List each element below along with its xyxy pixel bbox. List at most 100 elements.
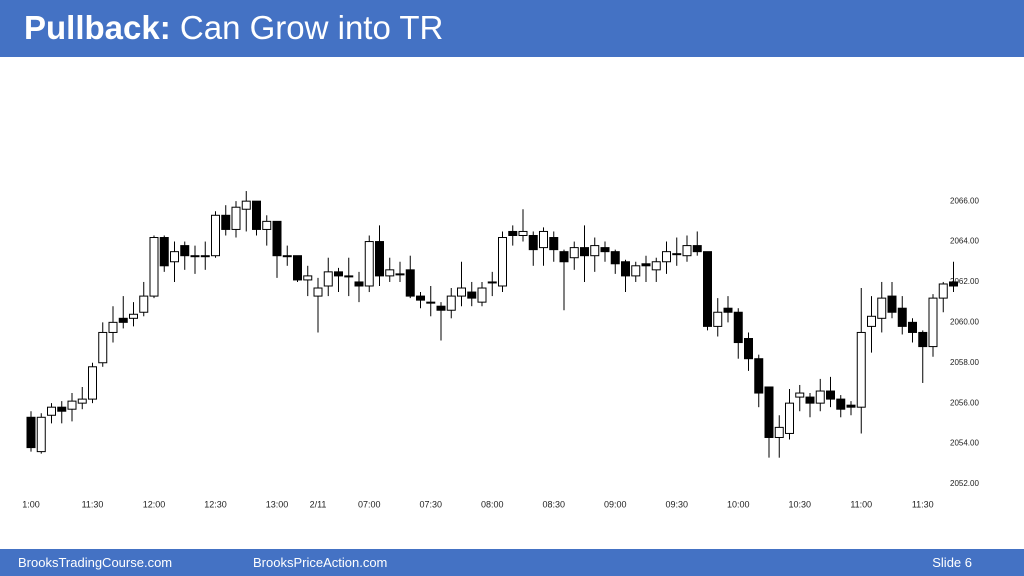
- candle-body: [795, 392, 805, 398]
- candle-body: [57, 406, 67, 412]
- candle-body: [836, 398, 846, 410]
- candle-body: [395, 273, 405, 276]
- y-tick-label: 2058.00: [950, 358, 979, 367]
- title: Pullback: Can Grow into TR: [24, 9, 443, 47]
- footer-middle: BrooksPriceAction.com: [253, 555, 388, 570]
- x-tick-label: 2/11: [310, 499, 327, 509]
- candle-body: [77, 398, 87, 404]
- y-tick-label: 2060.00: [950, 317, 979, 326]
- candle-body: [764, 386, 774, 438]
- candle-body: [621, 261, 630, 277]
- candle-body: [344, 275, 354, 278]
- candle-body: [703, 251, 712, 327]
- y-tick-label: 2066.00: [950, 196, 979, 205]
- x-tick-label: 12:00: [143, 499, 166, 509]
- x-tick-label: 10:30: [788, 499, 811, 509]
- candle-body: [877, 297, 887, 319]
- x-tick-label: 13:00: [266, 499, 289, 509]
- candle-body: [569, 247, 579, 259]
- candle-body: [129, 313, 138, 319]
- candle-body: [231, 206, 241, 230]
- x-tick-label: 1:00: [22, 499, 40, 509]
- candle-body: [651, 261, 661, 271]
- candle-body: [662, 251, 671, 263]
- candle-body: [170, 251, 179, 263]
- candle-body: [949, 281, 958, 287]
- candle-body: [815, 390, 825, 404]
- candle-body: [641, 263, 651, 267]
- x-tick-label: 10:00: [727, 499, 750, 509]
- header: Pullback: Can Grow into TR: [0, 0, 1024, 57]
- candle-body: [293, 255, 302, 281]
- candle-body: [774, 426, 784, 438]
- candle-body: [426, 301, 436, 304]
- x-tick-label: 09:00: [604, 499, 627, 509]
- candle-body: [908, 321, 917, 333]
- candle-body: [549, 237, 559, 251]
- title-bold: Pullback:: [24, 9, 171, 46]
- y-tick-label: 2054.00: [950, 439, 979, 448]
- candle-body: [559, 251, 569, 263]
- candle-body: [416, 295, 425, 301]
- x-tick-label: 08:00: [481, 499, 504, 509]
- y-tick-label: 2064.00: [950, 237, 979, 246]
- candle-body: [88, 366, 97, 400]
- footer-right: Slide 6: [932, 555, 972, 570]
- candle-body: [498, 237, 507, 287]
- candle-body: [672, 253, 682, 256]
- x-tick-label: 07:00: [358, 499, 381, 509]
- footer-left: BrooksTradingCourse.com: [18, 555, 173, 570]
- candle-body: [272, 220, 282, 257]
- candle-body: [159, 237, 169, 267]
- x-tick-label: 07:30: [419, 499, 442, 509]
- candle-body: [918, 331, 928, 348]
- candle-body: [938, 283, 948, 299]
- candle-body: [631, 265, 641, 277]
- candle-body: [67, 400, 77, 410]
- candle-body: [252, 200, 261, 230]
- x-tick-label: 12:30: [204, 499, 227, 509]
- candle-body: [539, 230, 548, 249]
- candle-body: [887, 295, 897, 313]
- candle-body: [211, 214, 220, 257]
- candle-body: [805, 396, 815, 404]
- candle-body: [692, 245, 702, 253]
- candle-body: [334, 271, 343, 277]
- candle-body: [856, 331, 866, 408]
- y-tick-label: 2056.00: [950, 398, 979, 407]
- footer: BrooksTradingCourse.com BrooksPriceActio…: [0, 549, 1024, 576]
- candle-body: [200, 255, 210, 258]
- candle-body: [313, 287, 323, 297]
- candle-body: [118, 317, 128, 323]
- x-tick-label: 11:30: [82, 499, 104, 509]
- candle-body: [375, 241, 384, 277]
- candle-body: [744, 338, 753, 360]
- candle-body: [98, 331, 108, 364]
- candle-body: [323, 271, 333, 287]
- candle-body: [364, 241, 374, 287]
- candle-body: [528, 234, 538, 251]
- candle-body: [754, 358, 764, 394]
- candle-body: [846, 404, 856, 408]
- candle-body: [826, 390, 835, 400]
- candle-body: [590, 245, 600, 257]
- candle-body: [867, 315, 876, 327]
- candle-body: [241, 200, 251, 210]
- candle-body: [723, 307, 733, 313]
- candle-body: [190, 255, 200, 258]
- candle-body: [108, 321, 118, 333]
- x-tick-label: 11:30: [912, 499, 934, 509]
- candle-body: [682, 245, 692, 257]
- y-tick-label: 2052.00: [950, 479, 979, 488]
- candle-body: [518, 230, 528, 236]
- title-rest: Can Grow into TR: [179, 9, 444, 46]
- x-tick-label: 08:30: [542, 499, 565, 509]
- candle-body: [446, 295, 456, 311]
- candle-body: [262, 220, 272, 230]
- candle-body: [785, 402, 794, 434]
- candle-body: [713, 311, 723, 327]
- candle-body: [149, 237, 159, 297]
- candle-body: [26, 416, 36, 449]
- candle-body: [477, 287, 487, 303]
